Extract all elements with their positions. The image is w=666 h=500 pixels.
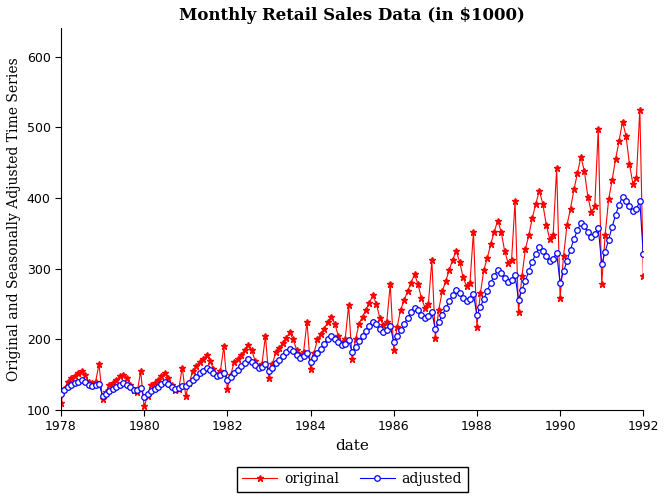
adjusted [639, 252, 647, 258]
original [525, 232, 533, 237]
X-axis label: date: date [335, 439, 369, 453]
adjusted [57, 392, 65, 398]
adjusted [515, 296, 523, 302]
adjusted [289, 348, 297, 354]
adjusted [525, 268, 533, 274]
Line: adjusted: adjusted [58, 194, 646, 400]
original [140, 404, 148, 409]
original [556, 296, 564, 302]
adjusted [140, 394, 148, 400]
original [216, 368, 224, 374]
original [515, 310, 523, 316]
Y-axis label: Original and Seasonally Adjusted Time Series: Original and Seasonally Adjusted Time Se… [7, 58, 21, 381]
adjusted [216, 372, 224, 378]
adjusted [619, 194, 627, 200]
original [57, 400, 65, 406]
original [636, 106, 644, 112]
Title: Monthly Retail Sales Data (in $1000): Monthly Retail Sales Data (in $1000) [179, 7, 525, 24]
adjusted [615, 202, 623, 208]
Line: original: original [57, 106, 647, 410]
original [289, 336, 297, 342]
original [615, 138, 623, 144]
Legend: original, adjusted: original, adjusted [236, 466, 468, 491]
original [639, 272, 647, 278]
adjusted [556, 280, 564, 286]
